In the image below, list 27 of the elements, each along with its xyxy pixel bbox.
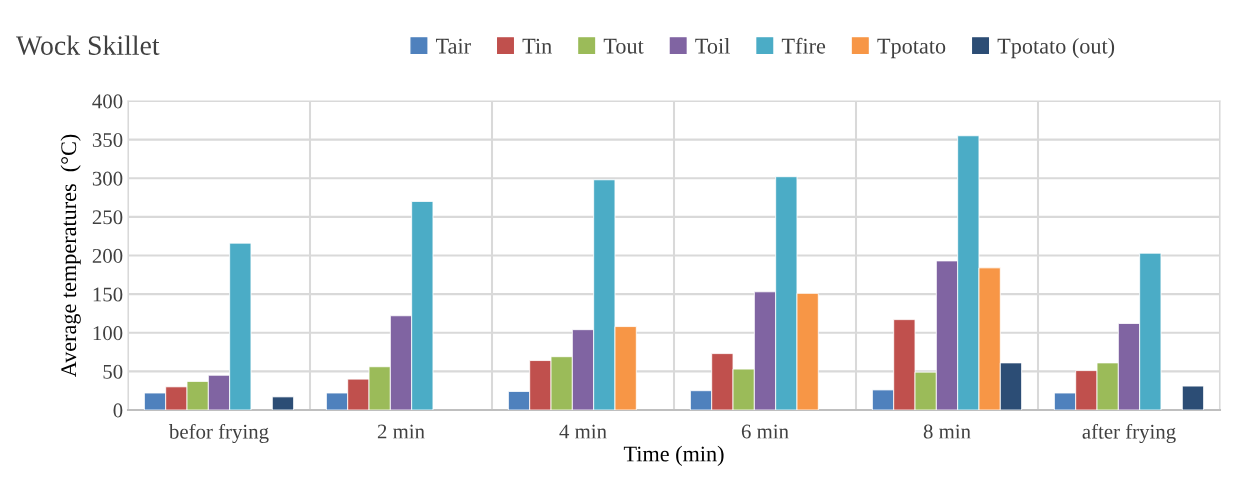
legend-label: Tair	[435, 38, 471, 54]
y-axis-title: Average temperatures (°C)	[60, 134, 81, 378]
y-tick-label: 250	[92, 210, 123, 225]
legend-label: Tin	[522, 38, 552, 54]
y-tick-label: 0	[113, 403, 123, 418]
legend-label: Tfire	[781, 37, 826, 54]
legend-label: Tout	[603, 38, 644, 54]
legend-label: Tpotato	[877, 38, 946, 59]
x-tick-label: 2 min	[377, 424, 425, 439]
y-tick-label: 300	[92, 171, 123, 186]
x-axis-title: Time (min)	[623, 445, 724, 466]
y-tick-label: 150	[93, 287, 123, 302]
bar	[271, 396, 295, 410]
y-tick-label: 400	[92, 94, 123, 109]
legend-label: Toil	[695, 37, 730, 54]
chart-title: Wock Skillet	[16, 35, 160, 56]
x-tick-label: 6 min	[741, 424, 789, 439]
y-tick-label: 200	[92, 248, 123, 263]
x-tick-label: 4 min	[559, 424, 607, 439]
y-tick-label: 50	[103, 364, 123, 379]
legend-label: Tpotato (out)	[997, 37, 1115, 59]
y-tick-label: 100	[93, 326, 123, 341]
x-tick-label: befor frying	[168, 423, 269, 444]
y-tick-label: 350	[92, 133, 123, 148]
bar	[1181, 385, 1205, 410]
x-tick-label: after frying	[1082, 423, 1176, 444]
x-tick-label: 8 min	[923, 424, 971, 439]
